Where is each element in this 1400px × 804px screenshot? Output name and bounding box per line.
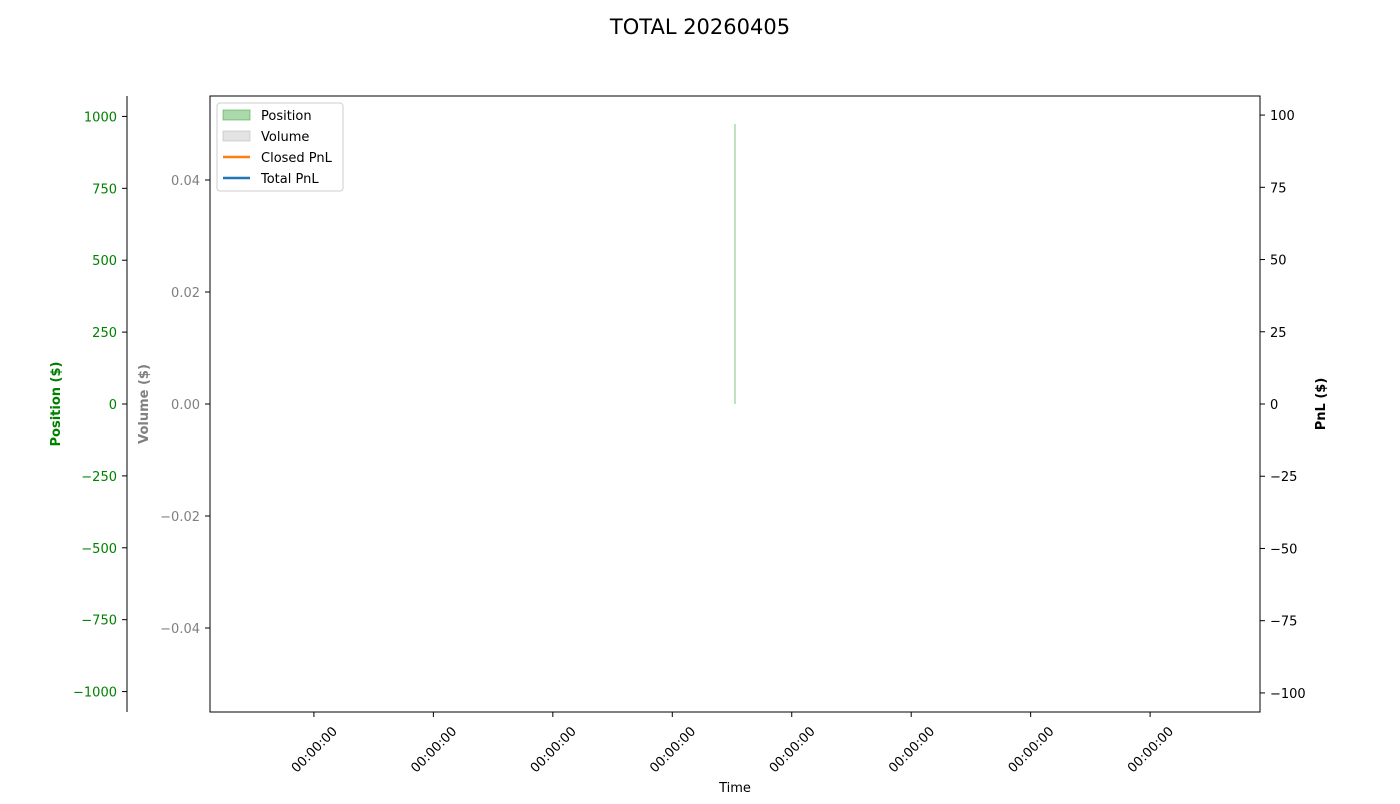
y-axis-label: Position ($) xyxy=(49,362,64,447)
y-tick-label: −1000 xyxy=(73,686,117,701)
y2-tick-label: 75 xyxy=(1270,181,1287,196)
y3-axis-label: Volume ($) xyxy=(137,364,152,444)
y2-tick-label: −100 xyxy=(1270,687,1306,702)
y-tick-label: 250 xyxy=(92,326,117,341)
y2-tick-label: −50 xyxy=(1270,542,1297,557)
legend-box xyxy=(216,102,344,192)
x-tick-label: 00:00:00 xyxy=(886,724,938,776)
x-tick-label: 00:00:00 xyxy=(528,724,580,776)
y-tick-label: 0 xyxy=(109,398,117,413)
y-tick-label: −250 xyxy=(81,470,117,485)
y3-tick-label: 0.00 xyxy=(171,398,200,413)
legend-label: Position xyxy=(261,109,312,124)
y-tick-label: −750 xyxy=(81,614,117,629)
legend-swatch xyxy=(222,130,251,142)
legend-label: Closed PnL xyxy=(261,151,333,166)
x-tick-label: 00:00:00 xyxy=(289,724,341,776)
legend-label: Volume xyxy=(261,130,309,145)
y3-tick-label: −0.02 xyxy=(160,510,200,525)
chart-title: TOTAL 20260405 xyxy=(609,15,790,39)
legend-label: Total PnL xyxy=(260,172,319,187)
legend-swatch xyxy=(222,109,251,121)
x-tick-label: 00:00:00 xyxy=(1006,724,1058,776)
y3-tick-label: −0.04 xyxy=(160,622,200,637)
y2-tick-label: −25 xyxy=(1270,470,1297,485)
y-tick-label: 500 xyxy=(92,254,117,269)
y2-tick-label: 50 xyxy=(1270,254,1287,269)
x-tick-label: 00:00:00 xyxy=(408,724,460,776)
y2-tick-label: −75 xyxy=(1270,615,1297,630)
y-tick-label: 750 xyxy=(92,182,117,197)
y-tick-label: 1000 xyxy=(84,110,117,125)
x-tick-label: 00:00:00 xyxy=(767,724,819,776)
y2-tick-label: 100 xyxy=(1270,109,1295,124)
y3-tick-label: 0.02 xyxy=(171,286,200,301)
y2-tick-label: 25 xyxy=(1270,326,1287,341)
y2-tick-label: 0 xyxy=(1270,398,1278,413)
x-tick-label: 00:00:00 xyxy=(647,724,699,776)
y3-tick-label: 0.04 xyxy=(171,174,200,189)
y-tick-label: −500 xyxy=(81,542,117,557)
x-axis-label: Time xyxy=(718,781,751,796)
y2-axis-label: PnL ($) xyxy=(1314,378,1329,431)
x-tick-label: 00:00:00 xyxy=(1125,724,1177,776)
